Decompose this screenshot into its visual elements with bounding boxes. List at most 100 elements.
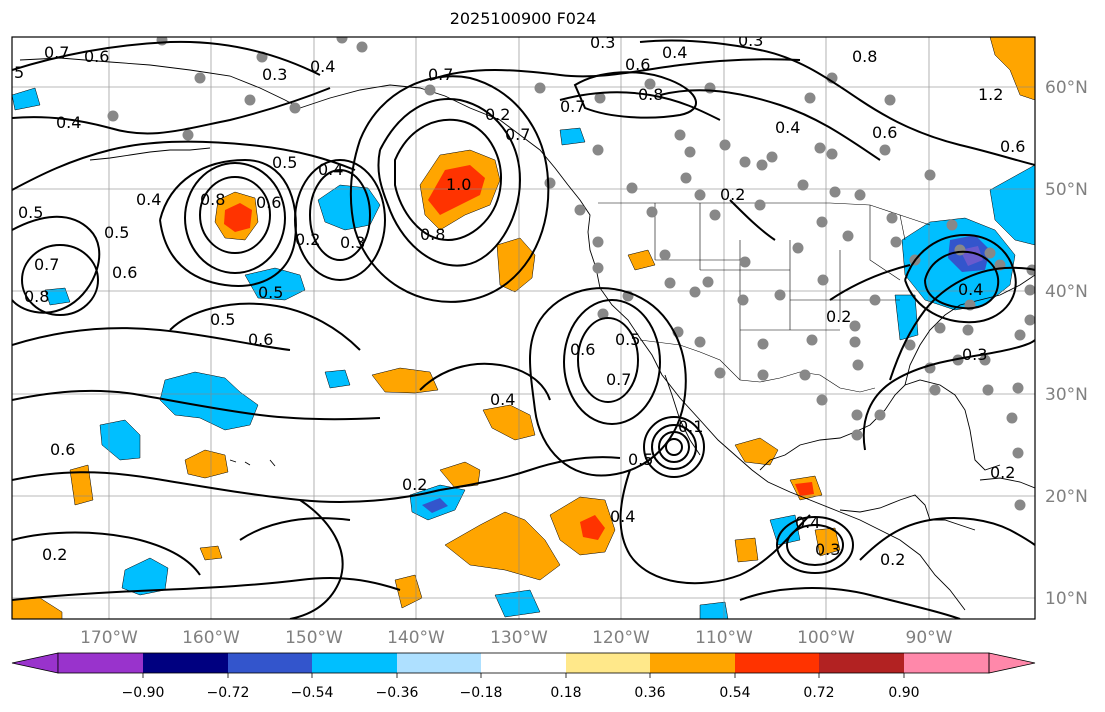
shade-orange xyxy=(496,237,536,293)
colorbar-segment xyxy=(904,653,989,673)
contour-label: 0.5 xyxy=(104,223,129,242)
shade-red xyxy=(428,165,485,215)
contour-label: 0.4 xyxy=(775,118,800,137)
shade-blue xyxy=(422,498,448,513)
contour-label: 0.6 xyxy=(1000,137,1025,156)
contour-label: 0.6 xyxy=(256,193,281,212)
contour-label: 0.4 xyxy=(136,190,161,209)
colorbar-tick-label: −0.54 xyxy=(291,685,334,701)
contour-label: 0.6 xyxy=(50,440,75,459)
colorbar-ticks xyxy=(142,673,905,678)
lon-tick-label: 150°W xyxy=(285,628,343,648)
shade-blue xyxy=(12,87,41,111)
contour-label: 0.3 xyxy=(340,233,365,252)
lat-tick-label: 30°N xyxy=(1045,385,1088,405)
shade-orange xyxy=(482,404,536,441)
contour-label: 0.8 xyxy=(420,225,445,244)
colorbar-segment xyxy=(312,653,397,673)
colorbar-extend-max xyxy=(988,652,1036,674)
contour-label: 0.3 xyxy=(262,65,287,84)
contour-label: 0.4 xyxy=(490,390,515,409)
contour-label: 0.7 xyxy=(34,255,59,274)
shade-red xyxy=(795,482,814,496)
map-frame xyxy=(11,36,1036,620)
lat-tick-label: 50°N xyxy=(1045,180,1088,200)
contour-label: 0.3 xyxy=(738,31,763,50)
contour-label: 0.1 xyxy=(678,417,703,436)
map-title: 2025100900 F024 xyxy=(450,9,597,28)
lat-tick-label: 40°N xyxy=(1045,282,1088,302)
contour-label: 0.4 xyxy=(795,513,820,532)
shade-blue xyxy=(44,287,71,306)
shade-blue xyxy=(317,184,381,231)
contour-label: 0.6 xyxy=(872,123,897,142)
contour-label: 0.4 xyxy=(662,43,687,62)
shade-orange xyxy=(814,527,841,557)
latitude-axis: 60°N 50°N 40°N 30°N 20°N 10°N xyxy=(1045,78,1088,609)
contour-label: 0.6 xyxy=(570,340,595,359)
colorbar-segment xyxy=(228,653,312,673)
contour-label: 0.2 xyxy=(485,105,510,124)
contour-label: 0.7 xyxy=(428,65,453,84)
colorbar: −0.90 −0.72 −0.54 −0.36 −0.18 0.18 0.36 … xyxy=(11,652,1036,701)
contour-label: 0.4 xyxy=(318,160,343,179)
colorbar-segment xyxy=(397,653,481,673)
contour-label: 0.6 xyxy=(625,55,650,74)
shade-orange xyxy=(444,511,561,581)
contour-label: 0.7 xyxy=(560,97,585,116)
contour-label: 0.2 xyxy=(402,475,427,494)
contour-label: 0.8 xyxy=(24,287,49,306)
lat-tick-label: 20°N xyxy=(1045,487,1088,507)
contour-lines xyxy=(12,39,1035,619)
contour-label: 1.2 xyxy=(978,85,1003,104)
contour-label: 0.4 xyxy=(958,280,983,299)
lon-tick-label: 90°W xyxy=(906,628,953,648)
contour-labels: 0.7 0.6 5 0.3 0.4 0.3 0.4 0.3 0.6 0.7 0.… xyxy=(14,31,1025,569)
contour-label: 0.2 xyxy=(826,307,851,326)
contour-label: 1.0 xyxy=(446,175,471,194)
shade-orange xyxy=(989,37,1035,101)
colorbar-tick-label: −0.90 xyxy=(122,685,165,701)
lon-tick-label: 110°W xyxy=(695,628,753,648)
contour-label: 0.5 xyxy=(258,283,283,302)
contour-label: 0.7 xyxy=(505,125,530,144)
colorbar-tick-label: 0.72 xyxy=(803,685,834,701)
shade-orange xyxy=(184,449,229,479)
colorbar-tick-label: 0.36 xyxy=(634,685,665,701)
colorbar-tick-label: −0.36 xyxy=(376,685,419,701)
lat-tick-label: 10°N xyxy=(1045,589,1088,609)
shade-orange xyxy=(627,249,656,271)
colorbar-tick-label: 0.90 xyxy=(888,685,919,701)
lon-tick-label: 160°W xyxy=(182,628,240,648)
shade-red xyxy=(580,515,605,540)
contour-label: 0.3 xyxy=(962,345,987,364)
colorbar-tick-label: −0.72 xyxy=(207,685,250,701)
colorbar-frame xyxy=(57,652,990,674)
contour-label: 0.5 xyxy=(210,310,235,329)
contour-label: 0.2 xyxy=(880,550,905,569)
contour-label: 0.5 xyxy=(272,153,297,172)
shade-orange xyxy=(69,464,94,506)
shade-blue xyxy=(324,369,351,389)
contour-label: 0.5 xyxy=(628,450,653,469)
contour-label: 0.6 xyxy=(84,47,109,66)
contour-label: 0.2 xyxy=(720,185,745,204)
colorbar-tick-label: 0.18 xyxy=(550,685,581,701)
shade-blue xyxy=(989,164,1035,246)
shade-orange xyxy=(734,537,759,563)
shade-blue xyxy=(244,267,306,301)
colorbar-tick-labels: −0.90 −0.72 −0.54 −0.36 −0.18 0.18 0.36 … xyxy=(122,685,920,701)
shade-orange xyxy=(439,461,481,489)
lon-tick-label: 130°W xyxy=(490,628,548,648)
colorbar-segment xyxy=(481,653,566,673)
shade-red xyxy=(224,203,252,232)
lat-tick-label: 60°N xyxy=(1045,78,1088,98)
contour-label: 0.6 xyxy=(112,263,137,282)
contour-label: 0.2 xyxy=(42,545,67,564)
lon-tick-label: 120°W xyxy=(592,628,650,648)
shade-blue xyxy=(99,419,141,461)
contour-label: 0.8 xyxy=(852,47,877,66)
colorbar-tick-label: 0.54 xyxy=(719,685,750,701)
contour-label: 0.2 xyxy=(990,463,1015,482)
